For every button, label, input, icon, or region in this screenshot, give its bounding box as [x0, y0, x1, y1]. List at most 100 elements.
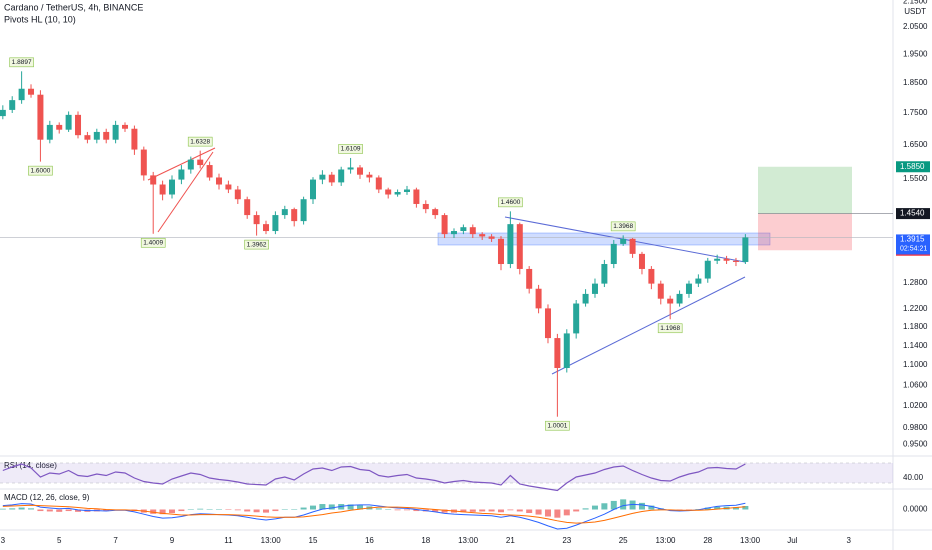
candle-body — [582, 293, 589, 304]
macd-histogram-bar — [544, 509, 551, 517]
pivot-label: 1.0001 — [547, 422, 567, 429]
macd-histogram-bar — [601, 503, 608, 510]
macd-histogram-bar — [638, 502, 645, 510]
last-price-label: 1.3915 — [900, 235, 925, 244]
candle-body — [676, 293, 683, 304]
macd-histogram-bar — [272, 509, 279, 512]
macd-histogram-bar — [441, 509, 448, 513]
candle-body — [403, 189, 410, 192]
candle-body — [704, 260, 711, 279]
macd-histogram-bar — [403, 509, 410, 511]
candle-body — [497, 238, 504, 265]
pivot-label: 1.3968 — [613, 223, 633, 230]
chart-title: Cardano / TetherUS, 4h, BINANCE — [4, 2, 143, 12]
candle-body — [0, 109, 6, 117]
y-tick-label: 2.0500 — [903, 22, 928, 31]
candle-body — [591, 283, 598, 294]
candle-body — [356, 167, 363, 175]
macd-histogram-bar — [413, 509, 420, 512]
pivot-label: 1.6328 — [190, 138, 210, 145]
x-tick-label: 3 — [1, 536, 6, 545]
candle-body — [169, 179, 176, 195]
y-tick-label: 1.9500 — [903, 49, 928, 58]
y-tick-label: 1.8500 — [903, 78, 928, 87]
candle-body — [291, 209, 298, 222]
stop-zone — [758, 213, 852, 251]
macd-histogram-bar — [591, 505, 598, 510]
candle-body — [657, 283, 664, 299]
candle-body — [328, 174, 335, 183]
x-tick-label: 3 — [847, 536, 852, 545]
indicator-label: Pivots HL (10, 10) — [4, 14, 76, 24]
countdown-label: 02:54:21 — [900, 245, 927, 252]
pivot-label: 1.6109 — [341, 146, 361, 153]
macd-histogram-bar — [56, 509, 63, 512]
candle-body — [432, 209, 439, 216]
candle-body — [573, 303, 580, 334]
macd-title: MACD (12, 26, close, 9) — [4, 493, 90, 502]
candle-body — [140, 149, 147, 176]
candle-body — [620, 238, 627, 244]
candle-body — [629, 238, 636, 254]
x-tick-label: 9 — [170, 536, 175, 545]
candle-body — [667, 298, 674, 304]
x-tick-label: 28 — [703, 536, 712, 545]
y-tick-label: 1.7500 — [903, 108, 928, 117]
candle-body — [272, 215, 279, 232]
y-tick-label: 1.5500 — [903, 174, 928, 183]
y-tick-label: 1.1800 — [903, 322, 928, 331]
macd-histogram-bar — [516, 509, 523, 512]
macd-line — [2, 502, 746, 530]
x-tick-label: 15 — [309, 536, 318, 545]
macd-histogram-bar — [714, 506, 721, 510]
wedge-line — [147, 147, 216, 181]
candle-body — [103, 131, 110, 140]
macd-histogram-bar — [460, 509, 467, 513]
pivot-label: 1.8897 — [12, 59, 32, 66]
candle-body — [450, 231, 457, 235]
macd-histogram-bar — [9, 508, 16, 510]
candle-body — [507, 224, 514, 265]
candle-body — [300, 199, 307, 222]
macd-histogram-bar — [28, 508, 35, 510]
y-tick-label: 0.0000 — [903, 505, 928, 514]
macd-histogram-bar — [159, 509, 166, 515]
x-tick-label: Jul — [787, 536, 797, 545]
macd-histogram-bar — [347, 504, 354, 510]
macd-histogram-bar — [263, 509, 270, 513]
candle-body — [159, 184, 166, 195]
y-tick-label: 1.1000 — [903, 360, 928, 369]
candle-body — [112, 124, 119, 140]
target-price-label: 1.5850 — [900, 162, 925, 171]
candle-body — [187, 159, 194, 170]
candle-body — [197, 159, 204, 166]
candle-body — [714, 258, 721, 261]
candle-body — [131, 128, 138, 150]
candle-body — [385, 189, 392, 195]
macd-histogram-bar — [469, 509, 476, 512]
candle-body — [234, 189, 241, 200]
candle-body — [319, 174, 326, 180]
candle-body — [638, 253, 645, 269]
candle-body — [554, 338, 561, 369]
candle-body — [366, 174, 373, 178]
candle-body — [460, 227, 467, 232]
pivot-label-box — [498, 197, 523, 208]
candle-body — [244, 199, 251, 216]
entry-price-label-box — [896, 208, 930, 220]
y-tick-label: 0.9800 — [903, 423, 928, 432]
macd-histogram-bar — [432, 509, 439, 512]
macd-histogram-bar — [169, 509, 176, 514]
macd-histogram-bar — [356, 505, 363, 510]
candle-body — [563, 333, 570, 369]
rsi-line — [2, 463, 746, 492]
candle-body — [46, 124, 53, 140]
pivot-label-box — [338, 144, 363, 154]
candle-body — [37, 94, 44, 140]
y-tick-label: 0.9500 — [903, 440, 928, 449]
candle-body — [413, 189, 420, 204]
target-price-label-box — [896, 161, 930, 173]
macd-histogram-bar — [610, 500, 617, 510]
